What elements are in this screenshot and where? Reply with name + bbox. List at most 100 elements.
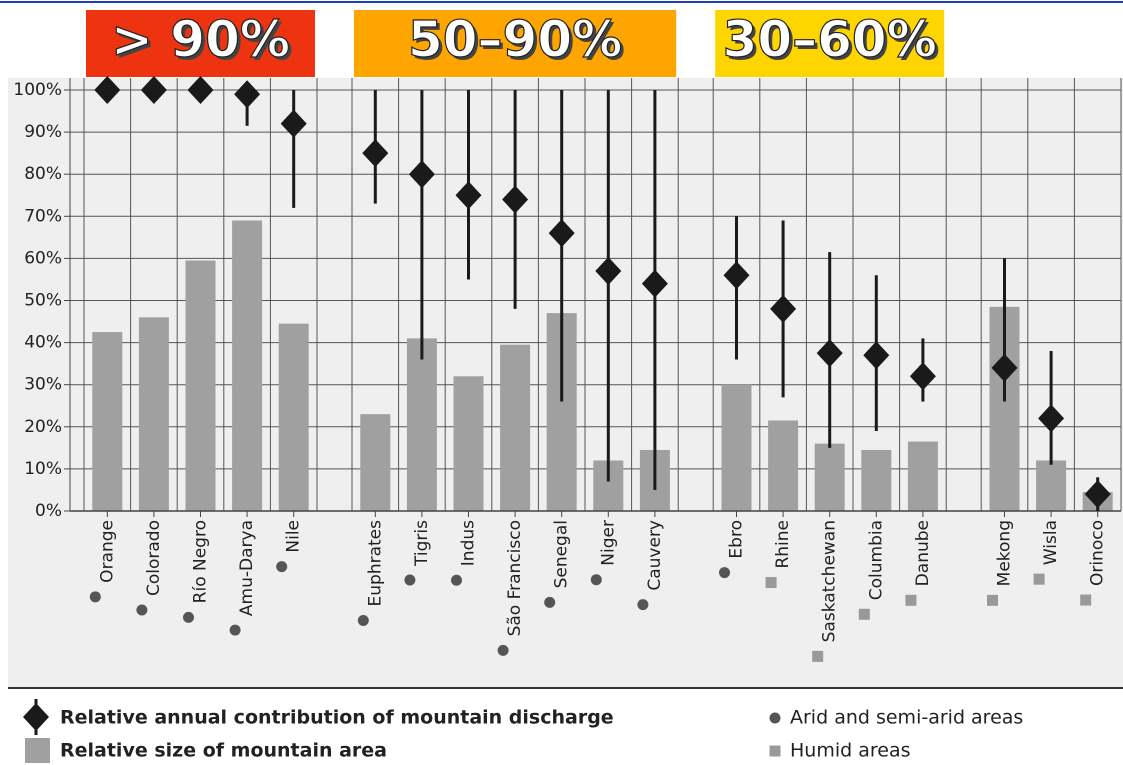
diamond (991, 353, 1018, 382)
legend-label: Humid areas (790, 740, 911, 762)
y-tick-label: 20% (24, 417, 62, 437)
legend-climate-marker (769, 712, 781, 724)
x-tick-label: Euphrates (365, 520, 385, 607)
x-tick-label: Indus (459, 520, 479, 566)
climate-marker (497, 644, 509, 656)
y-tick-label: 90% (24, 122, 62, 142)
climate-marker (183, 611, 194, 623)
diamond (909, 362, 936, 391)
x-tick-label: Tigris (412, 520, 432, 567)
diamond (362, 139, 389, 168)
group-header-shadow: 50–90% (411, 14, 625, 72)
diamond (1038, 404, 1065, 433)
diamond (863, 341, 890, 370)
bar (360, 414, 391, 511)
bar (232, 220, 263, 511)
diamond (816, 339, 843, 368)
climate-marker (987, 594, 998, 606)
x-tick-label: Saskatchewan (820, 520, 840, 642)
climate-marker (1033, 573, 1045, 585)
legend-label: Relative size of mountain area (60, 740, 387, 762)
diamond (595, 257, 622, 286)
x-tick-label: Rhine (773, 520, 793, 569)
y-tick-label: 100% (13, 80, 62, 100)
group-header-shadow: 30–60% (726, 14, 940, 72)
top-rule (0, 1, 1123, 3)
x-tick-label: Orinoco (1088, 520, 1108, 586)
group-header: 30–60% (723, 11, 937, 69)
bar (406, 338, 437, 511)
group-header-box (715, 10, 945, 77)
climate-marker (719, 567, 730, 579)
x-tick-label: Wisla (1041, 520, 1061, 565)
diamond (770, 294, 797, 323)
climate-marker (136, 604, 148, 616)
climate-marker (812, 650, 824, 662)
x-tick-label: São Francisco (505, 520, 525, 636)
legend-diamond (23, 703, 49, 731)
diamond (94, 76, 121, 104)
bar (1036, 460, 1067, 511)
legend-climate-marker (769, 745, 781, 757)
climate-marker (858, 608, 870, 620)
bar (92, 332, 123, 511)
bar (907, 441, 938, 511)
group-header-box (86, 10, 315, 77)
climate-marker (357, 614, 369, 626)
group-header-shadow: > 90% (114, 14, 293, 72)
climate-marker (451, 574, 462, 586)
x-tick-label: Ebro (727, 520, 747, 559)
bar (814, 443, 845, 511)
diamond (1084, 480, 1111, 509)
x-tick-label: Nile (284, 520, 304, 553)
climate-marker (229, 624, 241, 636)
x-tick-label: Senegal (552, 520, 572, 588)
bar (861, 449, 892, 511)
y-tick-label: 60% (24, 248, 62, 268)
climate-marker (590, 574, 602, 586)
y-tick-label: 50% (24, 291, 62, 311)
y-tick-label: 10% (24, 459, 62, 479)
x-tick-label: Columbia (866, 520, 886, 600)
diamond (234, 80, 261, 109)
climate-marker (905, 594, 917, 606)
bar (278, 323, 309, 511)
x-tick-label: Mekong (995, 520, 1015, 586)
diamond (723, 261, 750, 290)
x-tick-label: Danube (913, 520, 933, 586)
diamond (455, 181, 482, 210)
x-tick-label: Colorado (144, 520, 164, 596)
climate-marker (1080, 594, 1092, 606)
group-header: 50–90% (408, 11, 622, 69)
climate-marker (276, 561, 288, 573)
y-tick-label: 70% (24, 206, 62, 226)
climate-marker (765, 577, 777, 589)
x-tick-label: Niger (598, 520, 618, 566)
bar (185, 260, 216, 511)
group-header-box (354, 10, 677, 77)
climate-marker (404, 574, 416, 586)
bar (721, 384, 752, 511)
bar (453, 376, 484, 511)
diamond (641, 269, 668, 298)
diamond (502, 185, 529, 214)
y-tick-label: 0% (35, 501, 62, 521)
diamond (408, 160, 435, 189)
x-tick-label: Cauvery (645, 520, 665, 591)
legend-label: Arid and semi-arid areas (790, 707, 1023, 729)
legend-label: Relative annual contribution of mountain… (60, 707, 614, 729)
diamond (187, 76, 214, 104)
y-tick-label: 40% (24, 333, 62, 353)
diamond (280, 109, 307, 138)
bar (138, 317, 169, 511)
climate-marker (637, 599, 649, 611)
x-tick-label: Amu-Darya (237, 520, 257, 616)
legend-swatch (25, 738, 50, 763)
bar (500, 344, 531, 511)
x-tick-label: Río Negro (191, 520, 211, 603)
group-header: > 90% (111, 11, 290, 69)
x-tick-label: Orange (97, 520, 117, 583)
climate-marker (544, 596, 556, 608)
